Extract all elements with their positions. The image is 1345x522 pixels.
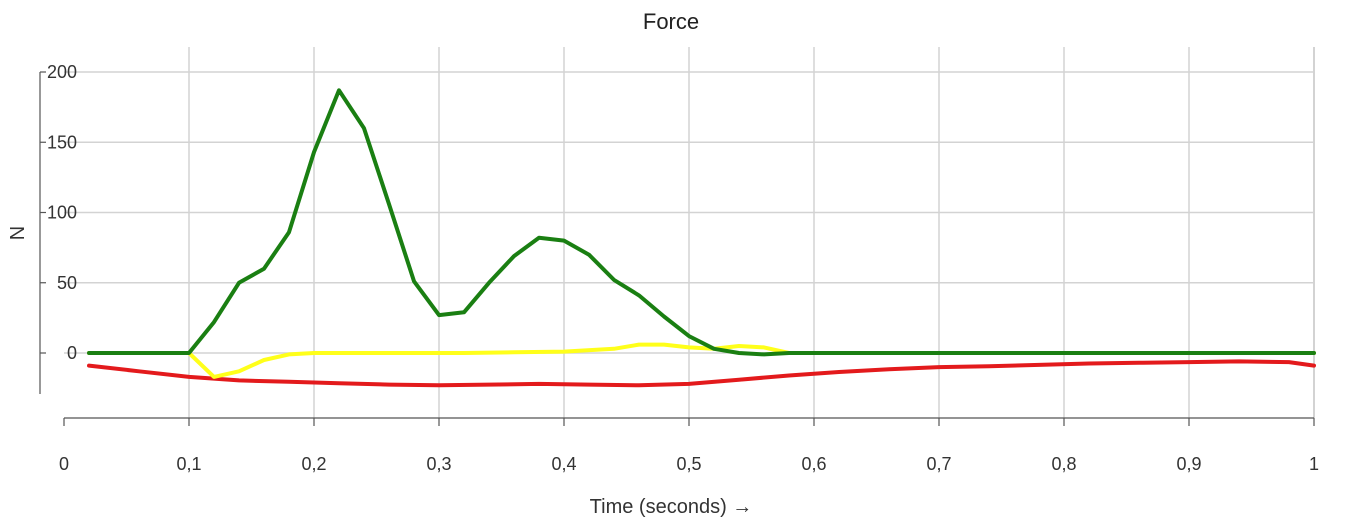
series-line-2 (87, 342, 1316, 379)
chart-title: Force (643, 9, 699, 34)
y-tick-label: 150 (47, 132, 77, 152)
series (87, 88, 1316, 388)
x-tick-label: 0,3 (426, 454, 451, 474)
x-tick-label: 0,7 (926, 454, 951, 474)
x-tick-label: 1 (1309, 454, 1319, 474)
x-tick-label: 0,4 (551, 454, 576, 474)
x-tick-label: 0,6 (801, 454, 826, 474)
series-line-1 (87, 359, 1316, 388)
x-tick-label: 0,8 (1051, 454, 1076, 474)
series-line-3 (87, 88, 1316, 357)
grid (64, 47, 1315, 418)
y-axis-label: N (7, 226, 29, 240)
y-tick-label: 200 (47, 62, 77, 82)
ticks: 0 0,1 0,2 0,3 0,4 0,5 0,6 0,7 0,8 0,9 1 0 50 100 150 20… (40, 62, 1319, 474)
y-tick-label: 100 (47, 203, 77, 223)
y-tick-label: 50 (57, 273, 77, 293)
x-axis-label: Time (seconds) → (590, 496, 753, 518)
x-tick-label: 0,1 (176, 454, 201, 474)
x-tick-label: 0,2 (301, 454, 326, 474)
x-tick-label: 0,9 (1176, 454, 1201, 474)
axes (39, 72, 1314, 419)
y-tick-label: 0 (67, 343, 77, 363)
x-tick-label: 0,5 (676, 454, 701, 474)
x-tick-label: 0 (59, 454, 69, 474)
